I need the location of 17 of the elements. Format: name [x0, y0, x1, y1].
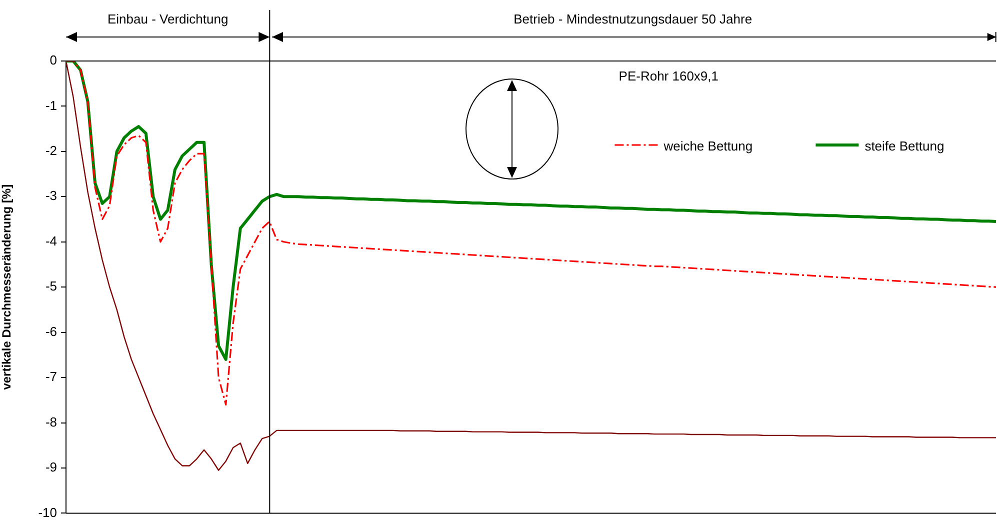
y-tick-label: -3: [45, 188, 57, 204]
y-tick-label: -9: [45, 460, 57, 475]
y-tick-label: -10: [38, 504, 57, 520]
y-tick-label: 0: [50, 52, 57, 68]
y-tick-label: -5: [45, 278, 57, 294]
y-tick-label: -8: [45, 414, 57, 430]
y-tick-label: -2: [45, 143, 57, 158]
text: Einbau - Verdichtung: [107, 12, 228, 27]
text: Betrieb - Mindestnutzungsdauer 50 Jahre: [514, 12, 752, 27]
y-tick-label: -4: [45, 233, 57, 248]
y-tick-label: -1: [45, 98, 57, 113]
y-axis-title: vertikale Durchmesseränderung [%]: [0, 184, 14, 390]
y-tick-label: -6: [45, 324, 57, 339]
legend-label: weiche Bettung: [662, 138, 753, 154]
y-tick-label: -7: [45, 369, 57, 384]
annotation: PE-Rohr 160x9,1: [618, 68, 719, 84]
legend-label: steife Bettung: [864, 138, 944, 154]
